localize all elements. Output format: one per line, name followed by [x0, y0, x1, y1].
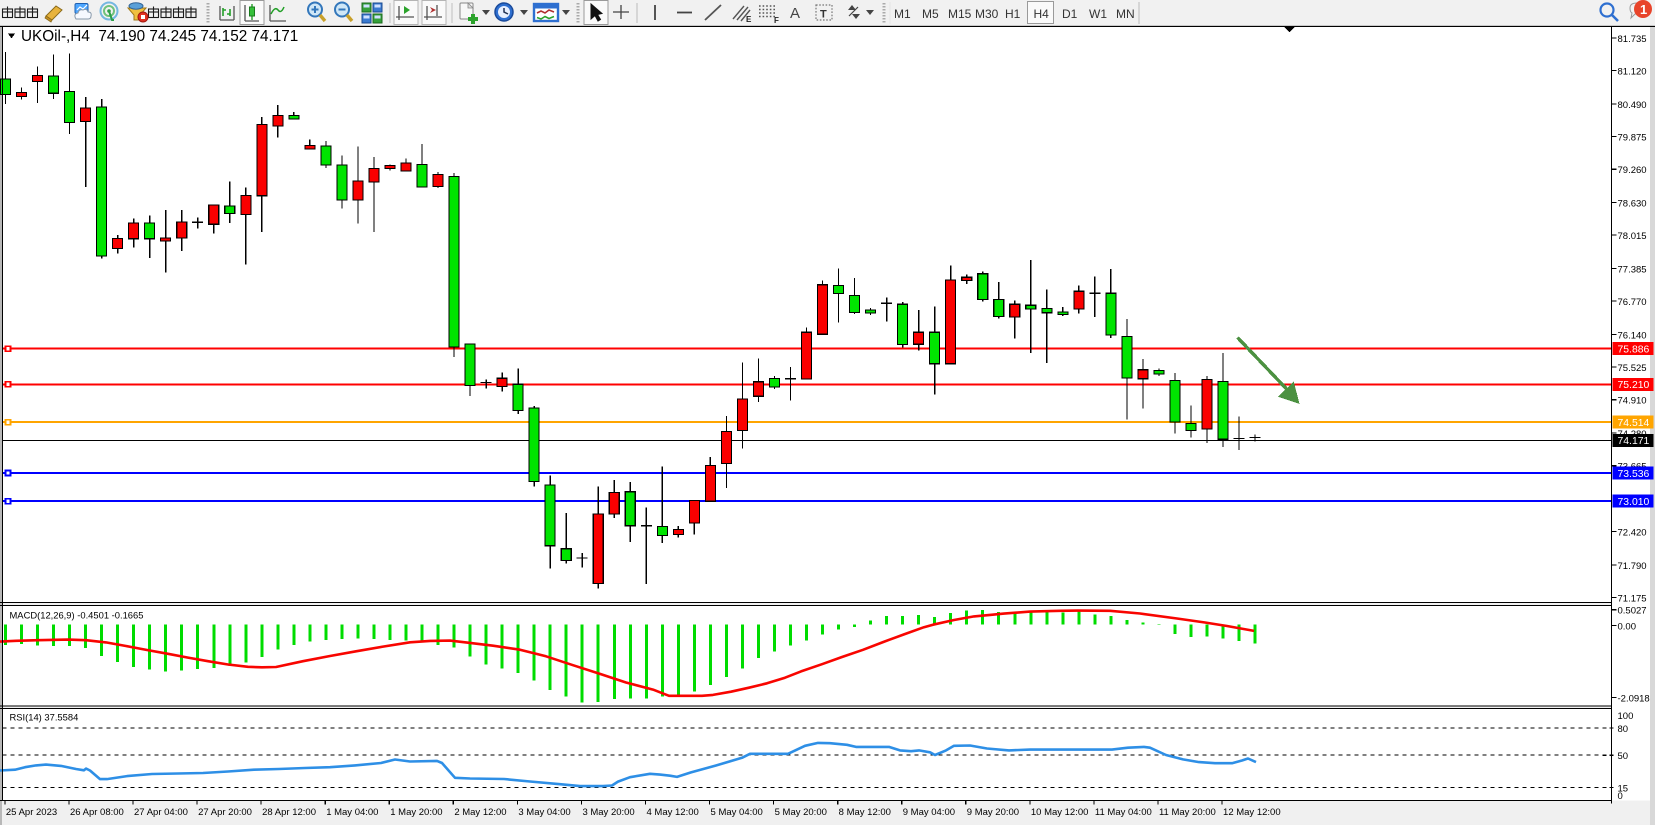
svg-text:11 May 04:00: 11 May 04:00 — [1095, 807, 1152, 818]
svg-text:75.210: 75.210 — [1618, 380, 1650, 391]
svg-text:5 May 04:00: 5 May 04:00 — [711, 807, 763, 818]
svg-text:1 May 04:00: 1 May 04:00 — [326, 807, 378, 818]
svg-text:27 Apr 20:00: 27 Apr 20:00 — [198, 807, 252, 818]
svg-text:9 May 04:00: 9 May 04:00 — [903, 807, 955, 818]
svg-text:E: E — [746, 15, 752, 24]
svg-text:1 May 20:00: 1 May 20:00 — [390, 807, 442, 818]
svg-text:4 May 12:00: 4 May 12:00 — [647, 807, 699, 818]
svg-text:71.790: 71.790 — [1618, 561, 1647, 572]
svg-text:27 Apr 04:00: 27 Apr 04:00 — [134, 807, 188, 818]
svg-text:5 May 20:00: 5 May 20:00 — [775, 807, 827, 818]
svg-text:75.886: 75.886 — [1618, 345, 1650, 356]
svg-text:UKOil-,H4 74.190 74.245 74.15: UKOil-,H4 74.190 74.245 74.152 74.171 — [21, 28, 298, 45]
svg-text:F: F — [774, 16, 779, 25]
svg-text:9 May 20:00: 9 May 20:00 — [967, 807, 1019, 818]
svg-text:3 May 04:00: 3 May 04:00 — [518, 807, 570, 818]
svg-text:26 Apr 08:00: 26 Apr 08:00 — [70, 807, 124, 818]
svg-text:71.175: 71.175 — [1618, 594, 1647, 605]
svg-text:77.385: 77.385 — [1618, 265, 1647, 276]
svg-text:74.514: 74.514 — [1618, 418, 1650, 429]
svg-text:8 May 12:00: 8 May 12:00 — [839, 807, 891, 818]
svg-text:A: A — [790, 5, 800, 22]
svg-text:0.00: 0.00 — [1618, 622, 1637, 633]
svg-text:79.875: 79.875 — [1618, 133, 1647, 144]
svg-text:28 Apr 12:00: 28 Apr 12:00 — [262, 807, 316, 818]
svg-text:10 May 12:00: 10 May 12:00 — [1031, 807, 1089, 818]
svg-text:RSI(14) 37.5584: RSI(14) 37.5584 — [10, 712, 79, 723]
svg-text:-2.0918: -2.0918 — [1618, 694, 1650, 705]
svg-text:2 May 12:00: 2 May 12:00 — [454, 807, 506, 818]
svg-text:76.140: 76.140 — [1618, 331, 1647, 342]
svg-text:73.536: 73.536 — [1618, 469, 1650, 480]
svg-text:74.910: 74.910 — [1618, 396, 1647, 407]
svg-text:75.525: 75.525 — [1618, 363, 1647, 374]
svg-text:81.735: 81.735 — [1618, 34, 1647, 45]
svg-text:78.015: 78.015 — [1618, 231, 1647, 242]
svg-text:1: 1 — [1640, 2, 1647, 17]
svg-text:0: 0 — [1618, 791, 1623, 802]
svg-text:T: T — [820, 9, 827, 21]
svg-text:76.770: 76.770 — [1618, 297, 1647, 308]
svg-text:MACD(12,26,9) -0.4501 -0.1665: MACD(12,26,9) -0.4501 -0.1665 — [10, 610, 144, 621]
svg-text:100: 100 — [1618, 711, 1634, 722]
svg-text:80.490: 80.490 — [1618, 100, 1647, 111]
svg-text:0.5027: 0.5027 — [1618, 606, 1647, 617]
svg-text:3 May 20:00: 3 May 20:00 — [582, 807, 634, 818]
svg-text:78.630: 78.630 — [1618, 199, 1647, 210]
svg-text:50: 50 — [1618, 751, 1629, 762]
svg-text:81.120: 81.120 — [1618, 67, 1647, 78]
svg-text:74.171: 74.171 — [1618, 436, 1650, 447]
svg-text:25 Apr 2023: 25 Apr 2023 — [6, 807, 57, 818]
svg-text:12 May 12:00: 12 May 12:00 — [1223, 807, 1281, 818]
svg-text:11 May 20:00: 11 May 20:00 — [1159, 807, 1216, 818]
svg-text:80: 80 — [1618, 724, 1629, 735]
svg-text:73.010: 73.010 — [1618, 497, 1650, 508]
svg-text:72.420: 72.420 — [1618, 528, 1647, 539]
svg-text:15: 15 — [1618, 784, 1629, 795]
svg-text:79.260: 79.260 — [1618, 165, 1647, 176]
